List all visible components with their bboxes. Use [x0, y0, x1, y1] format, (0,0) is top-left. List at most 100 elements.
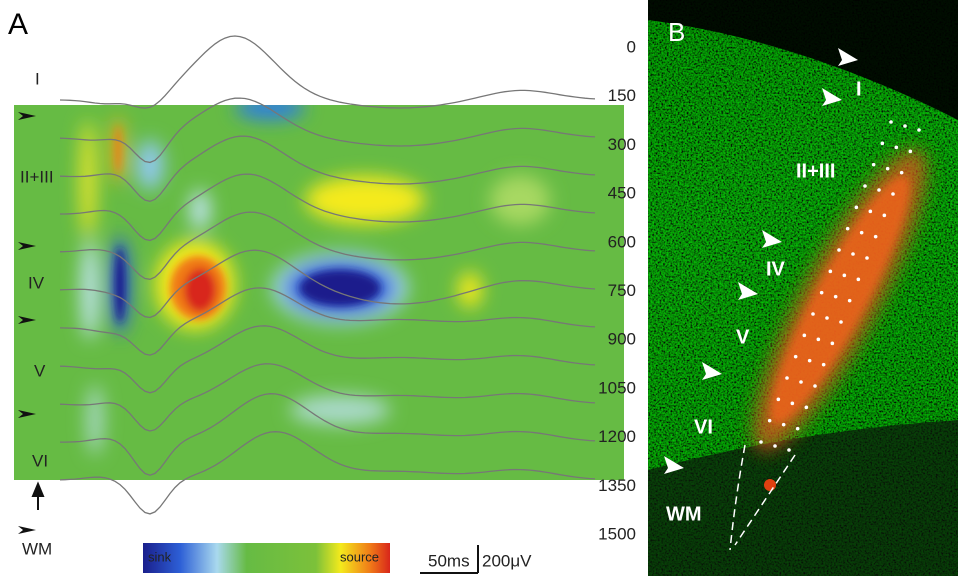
- layer-labels: I II+III IV V VI WM: [20, 69, 54, 558]
- depth-label: 600: [608, 232, 636, 251]
- site-dot: [856, 277, 861, 282]
- site-dot: [889, 120, 893, 124]
- site-dot: [882, 213, 887, 218]
- site-dot: [767, 418, 772, 423]
- site-dot: [799, 380, 803, 384]
- layer-label: IV: [766, 258, 786, 280]
- layer-label: II+III: [796, 160, 835, 182]
- trace: [59, 287, 596, 356]
- colorbar: [143, 543, 390, 573]
- layer-arrows: [664, 48, 858, 474]
- trace: [59, 431, 596, 515]
- depth-label: 0: [627, 37, 636, 56]
- depth-label: 1050: [598, 378, 636, 397]
- depth-label: 1350: [598, 476, 636, 495]
- trace: [59, 97, 596, 164]
- csd-heatmap: [14, 105, 624, 480]
- site-dot: [804, 405, 809, 410]
- site-dot: [871, 162, 876, 167]
- arrowhead: [18, 316, 36, 324]
- site-dot: [759, 440, 763, 444]
- layer-label: V: [736, 326, 750, 348]
- layer-label: IV: [28, 273, 45, 292]
- site-dot: [877, 188, 881, 192]
- trace: [59, 35, 596, 109]
- trace: [59, 211, 596, 280]
- site-dot: [899, 170, 904, 175]
- site-dot: [885, 166, 890, 171]
- arrowhead: [838, 48, 858, 66]
- layer-label: V: [34, 361, 46, 380]
- layer-label: VI: [32, 451, 48, 470]
- site-dot: [837, 248, 841, 252]
- lfp-traces: [59, 35, 596, 515]
- arrowhead: [18, 242, 36, 250]
- site-dot: [880, 141, 885, 146]
- site-dot: [793, 354, 798, 359]
- layer-label: II+III: [20, 167, 54, 186]
- depth-label: 900: [608, 330, 636, 349]
- arrowhead: [18, 410, 36, 418]
- site-dot: [917, 128, 921, 132]
- trace: [59, 363, 596, 432]
- site-dot: [811, 312, 815, 316]
- site-dot: [903, 124, 907, 128]
- layer-label: I: [856, 78, 862, 100]
- site-dot: [828, 269, 833, 274]
- electrode-arrow: [31, 481, 45, 510]
- site-dot: [813, 384, 817, 388]
- site-dot: [839, 320, 843, 324]
- site-dot: [773, 444, 777, 448]
- depth-label: 1200: [598, 427, 636, 446]
- scalebar-time-label: 50ms: [428, 551, 470, 570]
- layer-label: WM: [22, 539, 52, 558]
- trace: [59, 325, 596, 394]
- trace: [60, 393, 596, 476]
- trace: [59, 135, 596, 202]
- site-dot: [891, 192, 895, 196]
- site-dot: [863, 184, 867, 188]
- depth-label: 750: [608, 281, 636, 300]
- arrowhead: [18, 112, 36, 120]
- site-dot: [795, 426, 800, 431]
- site-dot: [873, 234, 878, 239]
- depth-label: 1500: [598, 524, 636, 543]
- site-dot: [825, 316, 829, 320]
- site-dot: [845, 226, 850, 231]
- site-dot: [785, 376, 789, 380]
- layer-label: WM: [666, 503, 702, 525]
- site-dot: [851, 252, 855, 256]
- site-dot: [859, 230, 864, 235]
- site-dot: [894, 145, 899, 150]
- site-dot: [847, 298, 852, 303]
- site-dot: [802, 333, 807, 338]
- site-dot: [865, 256, 869, 260]
- site-dot: [833, 294, 838, 299]
- layer-label: VI: [694, 416, 713, 438]
- site-dot: [816, 337, 821, 342]
- panel-label: B: [668, 17, 685, 47]
- site-dot: [821, 362, 826, 367]
- layer-arrows: [18, 112, 45, 534]
- colorbar-high: source: [340, 549, 379, 564]
- site-dot: [807, 358, 812, 363]
- depth-label: 300: [608, 135, 636, 154]
- arrowhead: [702, 362, 722, 380]
- colorbar-low: sink: [148, 549, 172, 564]
- site-dot: [787, 448, 791, 452]
- depth-label: 150: [608, 86, 636, 105]
- scalebar-voltage-label: 200μV: [482, 551, 532, 570]
- arrowhead: [738, 282, 758, 300]
- histology-image: [648, 0, 958, 576]
- arrowhead: [18, 526, 36, 534]
- trace: [59, 249, 596, 319]
- layer-labels: I II+III IV V VI WM: [666, 78, 862, 525]
- arrowhead: [664, 456, 684, 474]
- depth-labels: 0 150 300 450 600 750 900 1050 1200 1350 1500: [598, 37, 636, 543]
- site-dot: [781, 422, 786, 427]
- arrowhead: [822, 88, 842, 106]
- trace: [60, 173, 596, 242]
- site-dot: [819, 290, 824, 295]
- site-dot: [790, 401, 795, 406]
